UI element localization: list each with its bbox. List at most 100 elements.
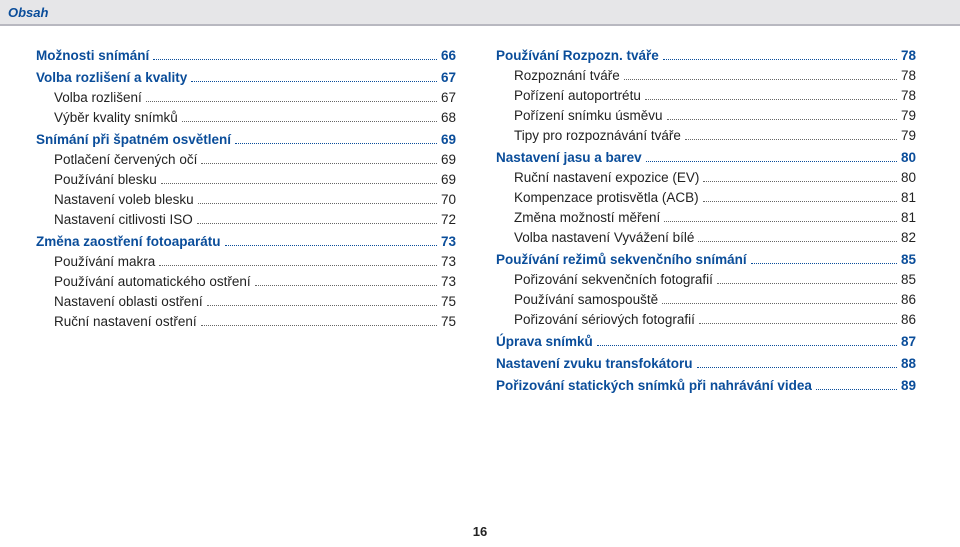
toc-page: 68: [441, 108, 456, 128]
toc-entry[interactable]: Pořízení snímku úsměvu79: [496, 106, 916, 126]
toc-entry[interactable]: Pořizování sériových fotografií 86: [496, 310, 916, 330]
toc-page: 89: [901, 376, 916, 396]
toc-leader: [201, 325, 437, 326]
toc-page: 85: [901, 250, 916, 270]
toc-entry[interactable]: Úprava snímků87: [496, 332, 916, 352]
toc-page: 75: [441, 312, 456, 332]
toc-leader: [201, 163, 437, 164]
toc-entry[interactable]: Ruční nastavení ostření 75: [36, 312, 456, 332]
toc-page: 67: [441, 88, 456, 108]
toc-entry[interactable]: Rozpoznání tváře 78: [496, 66, 916, 86]
toc-leader: [717, 283, 897, 284]
toc-leader: [159, 265, 437, 266]
toc-leader: [197, 223, 437, 224]
toc-entry[interactable]: Volba rozlišení a kvality67: [36, 68, 456, 88]
toc-entry[interactable]: Používání režimů sekvenčního snímání 85: [496, 250, 916, 270]
toc-entry[interactable]: Kompenzace protisvětla (ACB) 81: [496, 188, 916, 208]
toc-leader: [255, 285, 437, 286]
toc-label: Snímání při špatném osvětlení: [36, 130, 231, 150]
toc-entry[interactable]: Nastavení voleb blesku70: [36, 190, 456, 210]
page-header: Obsah: [0, 0, 960, 26]
toc-label: Používání blesku: [36, 170, 157, 190]
toc-page: 78: [901, 86, 916, 106]
toc-page: 81: [901, 208, 916, 228]
toc-label: Pořizování sekvenčních fotografií: [496, 270, 713, 290]
toc-page: 67: [441, 68, 456, 88]
toc-label: Nastavení jasu a barev: [496, 148, 642, 168]
toc-label: Pořizování sériových fotografií: [496, 310, 695, 330]
toc-entry[interactable]: Tipy pro rozpoznávání tváře 79: [496, 126, 916, 146]
toc-page: 70: [441, 190, 456, 210]
toc-page: 79: [901, 126, 916, 146]
toc-label: Rozpoznání tváře: [496, 66, 620, 86]
toc-entry[interactable]: Používání samospouště 86: [496, 290, 916, 310]
toc-entry[interactable]: Potlačení červených očí69: [36, 150, 456, 170]
toc-label: Změna možností měření: [496, 208, 660, 228]
toc-entry[interactable]: Možnosti snímání 66: [36, 46, 456, 66]
toc-leader: [751, 263, 897, 264]
toc-label: Nastavení citlivosti ISO: [36, 210, 193, 230]
toc-entry[interactable]: Nastavení oblasti ostření 75: [36, 292, 456, 312]
toc-entry[interactable]: Volba nastavení Vyvážení bílé82: [496, 228, 916, 248]
toc-entry[interactable]: Používání Rozpozn. tváře78: [496, 46, 916, 66]
toc-label: Potlačení červených očí: [36, 150, 197, 170]
toc-label: Volba rozlišení: [36, 88, 142, 108]
toc-leader: [667, 119, 897, 120]
toc-label: Možnosti snímání: [36, 46, 149, 66]
toc-entry[interactable]: Pořizování sekvenčních fotografií 85: [496, 270, 916, 290]
toc-label: Úprava snímků: [496, 332, 593, 352]
toc-page: 86: [901, 290, 916, 310]
toc-page: 80: [901, 168, 916, 188]
toc-label: Používání samospouště: [496, 290, 658, 310]
toc-label: Kompenzace protisvětla (ACB): [496, 188, 699, 208]
toc-leader: [191, 81, 437, 82]
toc-page: 73: [441, 232, 456, 252]
toc-entry[interactable]: Ruční nastavení expozice (EV) 80: [496, 168, 916, 188]
toc-leader: [146, 101, 437, 102]
toc-page: 82: [901, 228, 916, 248]
toc-page: 85: [901, 270, 916, 290]
toc-label: Ruční nastavení ostření: [36, 312, 197, 332]
toc-label: Nastavení oblasti ostření: [36, 292, 203, 312]
toc-entry[interactable]: Volba rozlišení 67: [36, 88, 456, 108]
toc-leader: [182, 121, 437, 122]
toc-leader: [235, 143, 437, 144]
toc-label: Pořízení snímku úsměvu: [496, 106, 663, 126]
toc-page: 86: [901, 310, 916, 330]
toc-entry[interactable]: Nastavení zvuku transfokátoru88: [496, 354, 916, 374]
toc-leader: [685, 139, 897, 140]
toc-entry[interactable]: Výběr kvality snímků68: [36, 108, 456, 128]
toc-label: Ruční nastavení expozice (EV): [496, 168, 699, 188]
toc-page: 81: [901, 188, 916, 208]
toc-entry[interactable]: Změna zaostření fotoaparátu 73: [36, 232, 456, 252]
toc-entry[interactable]: Pořízení autoportrétu 78: [496, 86, 916, 106]
toc-page: 78: [901, 66, 916, 86]
toc-page: 80: [901, 148, 916, 168]
toc-entry[interactable]: Nastavení jasu a barev 80: [496, 148, 916, 168]
toc-page: 69: [441, 170, 456, 190]
page-number: 16: [0, 524, 960, 539]
toc-column-right: Používání Rozpozn. tváře78Rozpoznání tvá…: [496, 44, 916, 395]
toc-label: Používání automatického ostření: [36, 272, 251, 292]
toc-label: Změna zaostření fotoaparátu: [36, 232, 221, 252]
header-title: Obsah: [8, 5, 48, 20]
toc-label: Tipy pro rozpoznávání tváře: [496, 126, 681, 146]
toc-entry[interactable]: Používání makra73: [36, 252, 456, 272]
toc-entry[interactable]: Používání blesku 69: [36, 170, 456, 190]
toc-leader: [153, 59, 437, 60]
toc-entry[interactable]: Používání automatického ostření73: [36, 272, 456, 292]
toc-leader: [663, 59, 897, 60]
toc-page: 66: [441, 46, 456, 66]
toc-label: Používání Rozpozn. tváře: [496, 46, 659, 66]
toc-entry[interactable]: Snímání při špatném osvětlení69: [36, 130, 456, 150]
toc-entry[interactable]: Pořizování statických snímků při nahrává…: [496, 376, 916, 396]
toc-entry[interactable]: Změna možností měření 81: [496, 208, 916, 228]
toc-leader: [703, 181, 897, 182]
toc-page: 88: [901, 354, 916, 374]
toc-leader: [662, 303, 897, 304]
toc-label: Pořízení autoportrétu: [496, 86, 641, 106]
toc-entry[interactable]: Nastavení citlivosti ISO72: [36, 210, 456, 230]
toc-page: 75: [441, 292, 456, 312]
toc-leader: [225, 245, 437, 246]
toc-label: Používání režimů sekvenčního snímání: [496, 250, 747, 270]
